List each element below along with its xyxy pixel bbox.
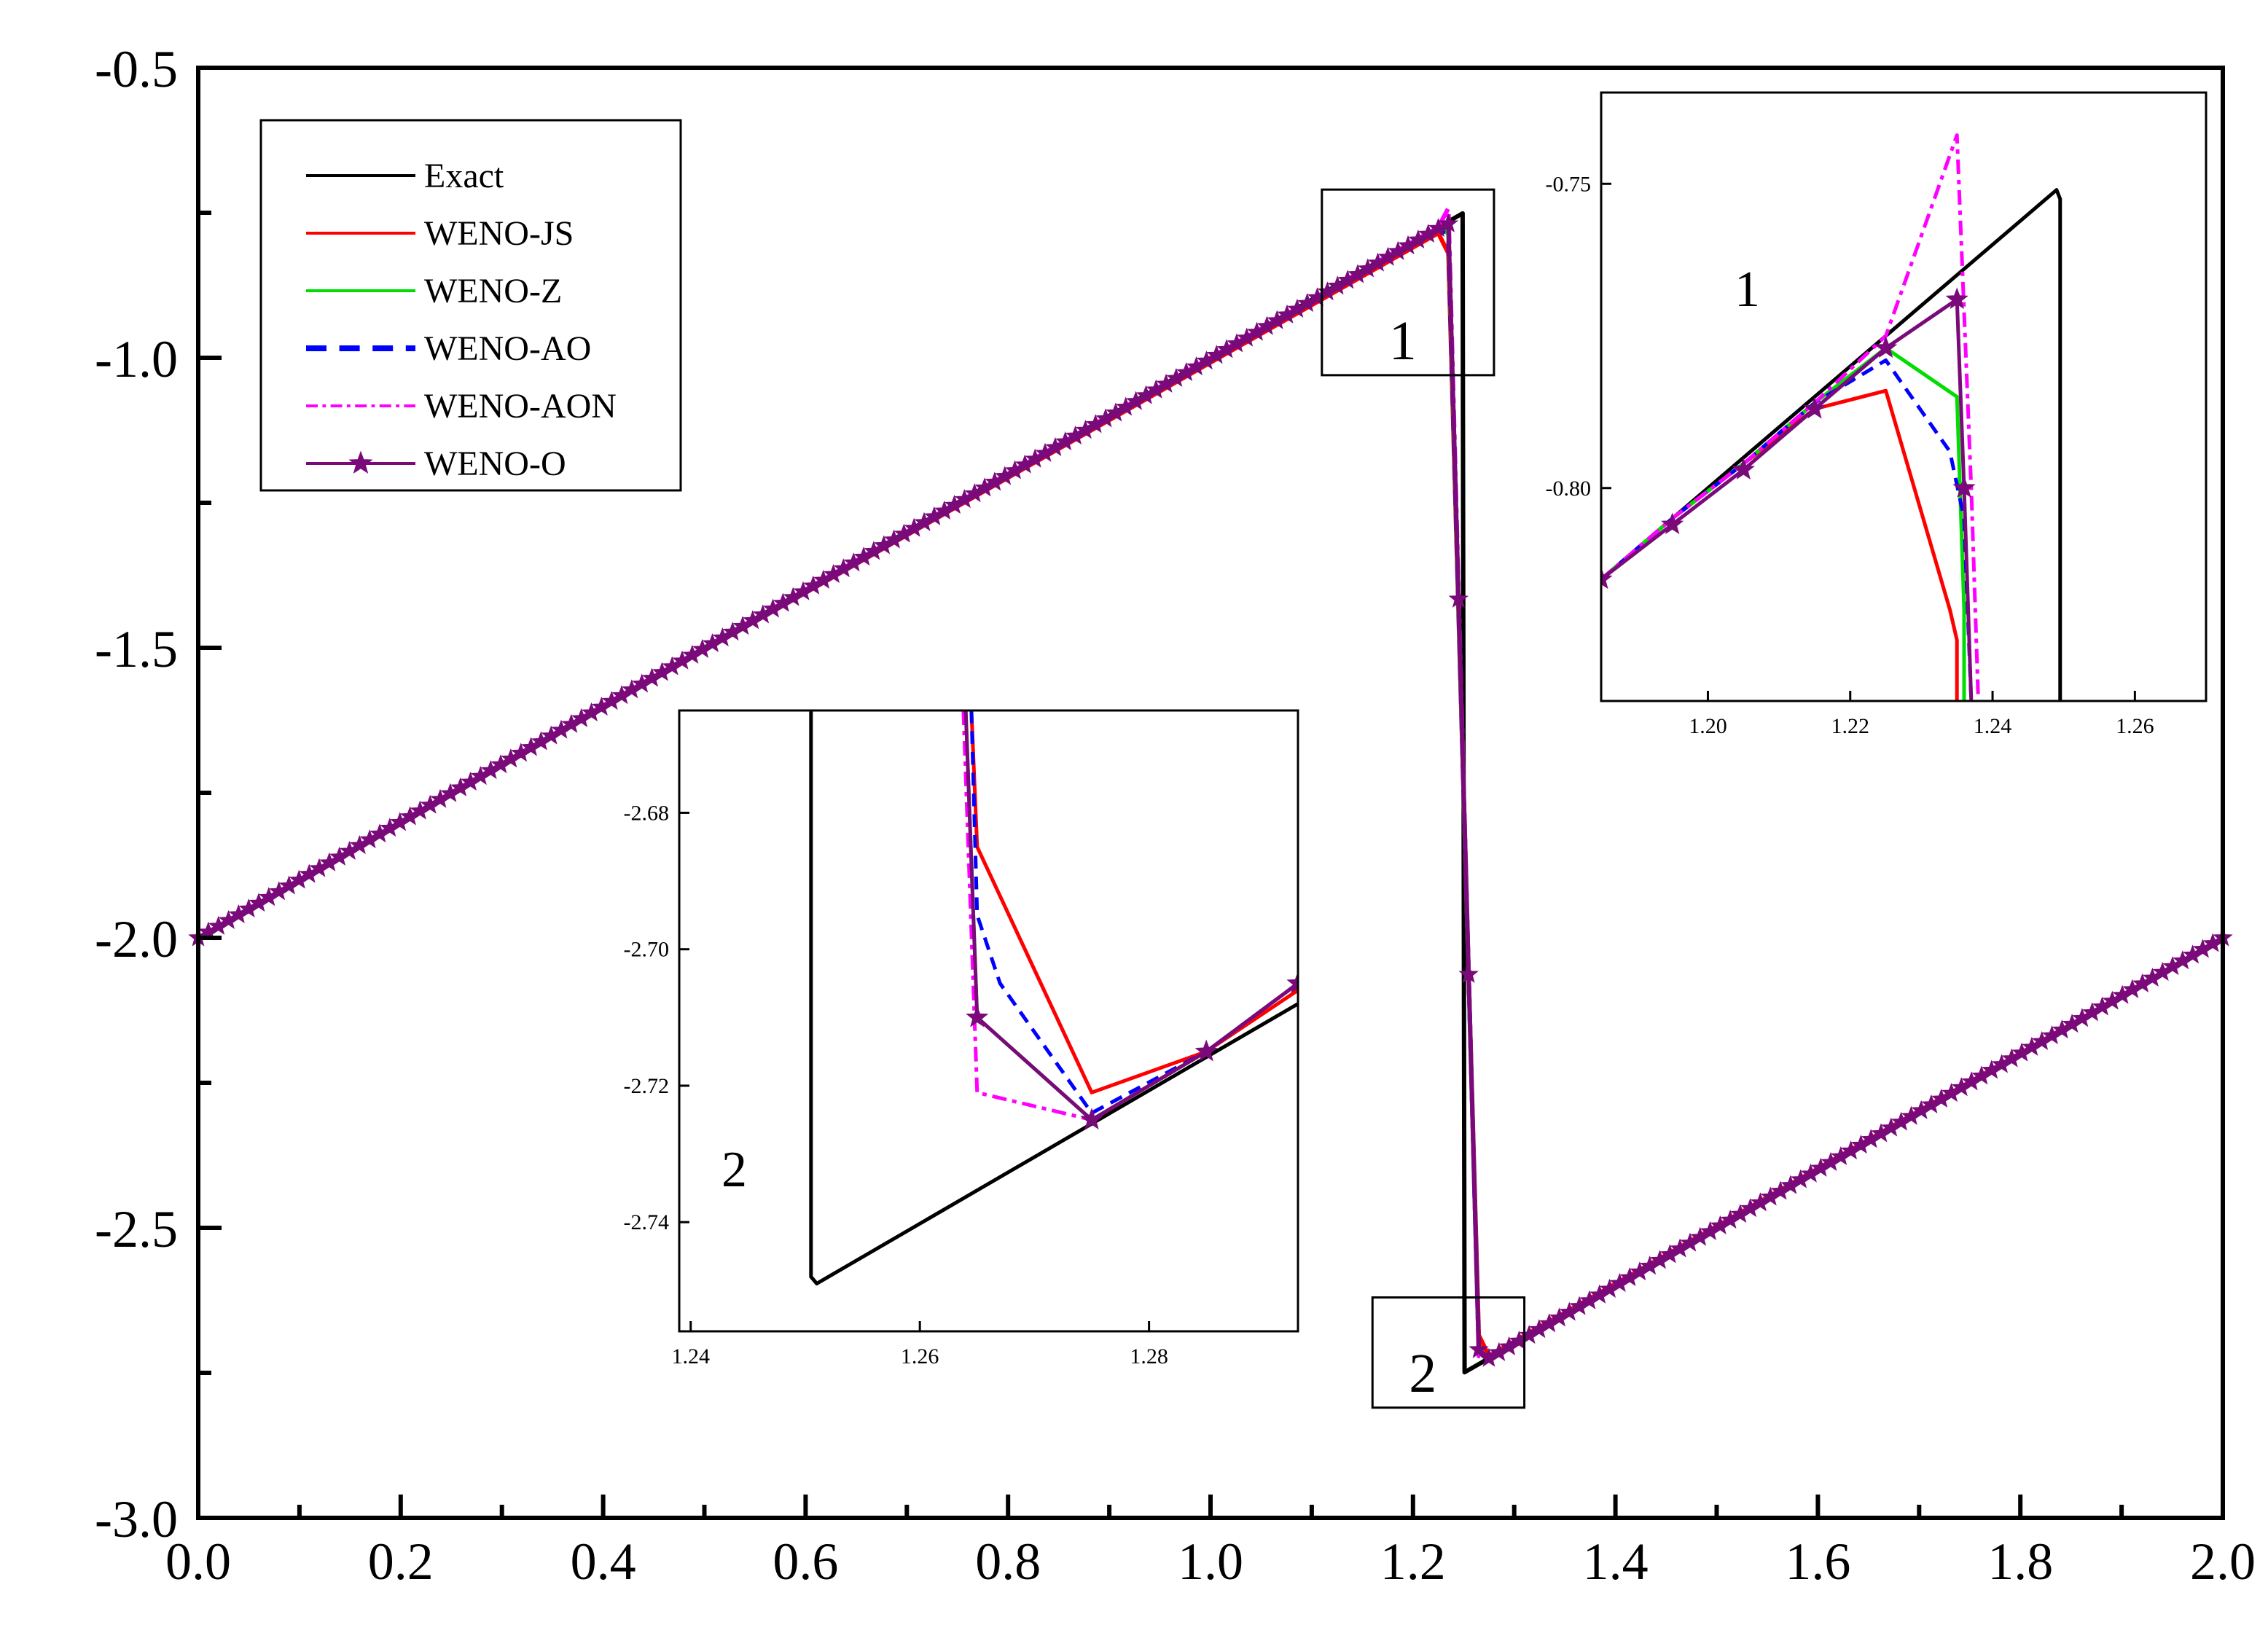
inset-star-marker bbox=[1952, 476, 1976, 498]
y-tick-label: -3.0 bbox=[95, 1490, 178, 1548]
legend-label: WENO-O bbox=[424, 444, 566, 483]
x-tick-label: 1.2 bbox=[1380, 1532, 1446, 1591]
inset-star-marker bbox=[1803, 396, 1826, 419]
legend-label: WENO-Z bbox=[424, 272, 562, 310]
y-tick-label: -2.5 bbox=[95, 1200, 178, 1258]
inset-label: 2 bbox=[722, 1142, 747, 1198]
inset-background bbox=[679, 710, 1298, 1331]
inset-label: 1 bbox=[1735, 262, 1760, 318]
legend: Exact WENO-JS WENO-Z WENO-AO WENO-AON WENO-O bbox=[259, 119, 682, 492]
y-tick-label: -1.5 bbox=[95, 620, 178, 678]
zoom-box-2 bbox=[1371, 1296, 1526, 1409]
x-tick-label: 0.4 bbox=[571, 1532, 636, 1591]
inset-series-line-weno-o bbox=[1601, 297, 1974, 701]
inset-zoom-2: 1.24 1.26 1.28 -2.74 -2.72 -2.70 -2.68 2 bbox=[624, 709, 1299, 1368]
x-tick-label: 1.4 bbox=[1583, 1532, 1649, 1591]
zoom-boxes: 12 bbox=[1321, 188, 1526, 1409]
inset-x-tick-label: 1.28 bbox=[1130, 1344, 1168, 1368]
legend-entry-weno-aon: WENO-AON bbox=[306, 387, 617, 426]
legend-entry-weno-o: WENO-O bbox=[306, 444, 566, 483]
inset-star-marker bbox=[1874, 336, 1898, 358]
inset-star-marker bbox=[1601, 567, 1613, 590]
inset-y-tick-label: -2.74 bbox=[624, 1210, 670, 1234]
inset-star-marker bbox=[1732, 458, 1755, 479]
inset-x-tick-label: 1.22 bbox=[1831, 714, 1870, 738]
legend-entry-weno-z: WENO-Z bbox=[306, 272, 562, 310]
y-tick-label: -1.0 bbox=[95, 330, 178, 388]
inset-zoom-1: 1.20 1.22 1.24 1.26 -0.80 -0.75 1 bbox=[1546, 91, 2208, 738]
legend-label: WENO-AO bbox=[424, 329, 591, 368]
inset-series-line-exact bbox=[809, 710, 1298, 1285]
legend-entry-exact: Exact bbox=[306, 157, 504, 195]
inset-star-marker bbox=[1080, 1108, 1103, 1130]
inset-background bbox=[1601, 93, 2206, 701]
inset-y-tick-label: -2.70 bbox=[624, 938, 670, 962]
inset-star-marker bbox=[1194, 1039, 1218, 1062]
x-tick-label: 0.2 bbox=[368, 1532, 434, 1591]
main-plot: 0.0 0.2 0.4 0.6 0.8 1.0 1.2 1.4 1.6 1.8 2.0 -3.0 -2.… bbox=[95, 40, 2256, 1591]
inset-series-line-weno-ao bbox=[1601, 358, 1974, 701]
legend-entry-weno-js: WENO-JS bbox=[306, 214, 574, 253]
zoom-box-label: 2 bbox=[1409, 1343, 1436, 1404]
x-tick-label: 2.0 bbox=[2190, 1532, 2256, 1591]
inset-y-tick-label: -2.68 bbox=[624, 801, 670, 825]
inset-star-marker bbox=[966, 1005, 989, 1027]
legend-frame bbox=[259, 119, 682, 492]
star-marker bbox=[1448, 588, 1469, 608]
legend-star-marker bbox=[348, 450, 373, 474]
inset-x-tick-label: 1.24 bbox=[671, 1344, 710, 1368]
legend-label: WENO-AON bbox=[424, 387, 617, 426]
inset-series-line-exact bbox=[1601, 188, 2062, 701]
inset-x-tick-label: 1.26 bbox=[2116, 714, 2154, 738]
inset-y-tick-label: -0.75 bbox=[1546, 172, 1592, 196]
star-marker bbox=[1458, 963, 1479, 983]
y-tick-label: -2.0 bbox=[95, 910, 178, 968]
y-tick-label: -0.5 bbox=[95, 40, 178, 98]
legend-label: WENO-JS bbox=[424, 214, 574, 253]
zoom-box-1 bbox=[1321, 188, 1495, 377]
inset-series bbox=[1601, 133, 2062, 701]
inset-x-tick-label: 1.24 bbox=[1974, 714, 2012, 738]
x-tick-label: 0.6 bbox=[773, 1532, 838, 1591]
x-tick-label: 1.8 bbox=[1987, 1532, 2053, 1591]
inset-y-tick-label: -0.80 bbox=[1546, 477, 1592, 501]
inset-star-marker bbox=[1945, 287, 1968, 310]
star-marker bbox=[1438, 213, 1459, 232]
x-tick-label: 1.0 bbox=[1178, 1532, 1243, 1591]
inset-star-marker bbox=[1661, 512, 1684, 535]
legend-label: Exact bbox=[424, 157, 504, 195]
inset-y-tick-label: -2.72 bbox=[624, 1074, 670, 1098]
legend-entry-weno-ao: WENO-AO bbox=[306, 329, 591, 368]
inset-x-tick-label: 1.26 bbox=[901, 1344, 939, 1368]
inset-x-tick-label: 1.20 bbox=[1689, 714, 1727, 738]
x-tick-label: 1.6 bbox=[1785, 1532, 1850, 1591]
inset-series bbox=[809, 710, 1298, 1285]
inset-frame bbox=[1600, 91, 2208, 702]
star-marker bbox=[1469, 1339, 1489, 1358]
inset-frame bbox=[678, 709, 1299, 1333]
inset-star-marker bbox=[1286, 971, 1298, 993]
x-tick-label: 0.0 bbox=[165, 1532, 231, 1591]
x-tick-label: 0.8 bbox=[975, 1532, 1041, 1591]
zoom-box-label: 1 bbox=[1389, 310, 1417, 372]
